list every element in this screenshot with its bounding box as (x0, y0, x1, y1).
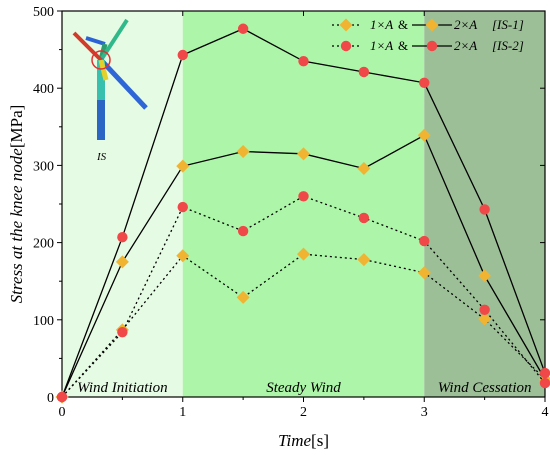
y-axis-title-unit: [MPa] (7, 105, 26, 148)
x-axis-title-unit: [s] (311, 431, 329, 450)
data-point (176, 249, 190, 263)
data-point (115, 255, 129, 269)
data-point (417, 266, 431, 280)
data-point (237, 23, 249, 34)
legend-marker (425, 18, 439, 32)
data-point (117, 231, 128, 243)
data-point (236, 290, 250, 304)
inset-model-image: IS (72, 18, 148, 163)
data-point (177, 49, 188, 61)
y-axis-title: Stress at the knee node[MPa] (7, 105, 26, 304)
axes: 0 1 2 3 4 0 100 200 300 400 500 Time[s] Stress at th… (7, 5, 549, 450)
legend-label-a: 1×A (370, 38, 393, 53)
phase-label: Steady Wind (266, 380, 341, 396)
series-line (61, 195, 546, 398)
x-tick-label: 4 (542, 405, 549, 420)
phase-backgrounds: Wind Initiation Steady Wind Wind Cessation (62, 11, 545, 397)
legend-marker (340, 40, 352, 52)
data-point (358, 212, 370, 224)
x-tick-label: 3 (421, 405, 428, 420)
legend-tag: [IS-1] (492, 17, 524, 32)
data-point (419, 235, 430, 247)
series-group (56, 191, 550, 403)
data-point (236, 145, 250, 159)
data-point (117, 326, 128, 338)
phase-label: Wind Cessation (438, 380, 532, 396)
legend-tag: [IS-2] (492, 38, 524, 53)
phase-label: Wind Initiation (77, 380, 167, 396)
legend-label-b: 2×A (454, 38, 477, 53)
y-tick-label: 500 (33, 5, 54, 20)
x-tick-label: 1 (179, 405, 186, 420)
y-tick-label: 300 (33, 159, 54, 174)
y-tick-label: 400 (33, 82, 54, 97)
x-tick-label: 2 (300, 405, 307, 420)
x-axis-title: Time[s] (278, 431, 329, 450)
data-point (298, 191, 309, 202)
x-tick-label: 0 (59, 405, 66, 420)
legend-amp: & (398, 17, 408, 32)
y-axis-title-main: Stress at the knee node (7, 148, 26, 304)
legend-marker (426, 40, 438, 52)
series-line (61, 253, 546, 398)
inset-label: IS (96, 151, 107, 163)
y-tick-label: 0 (47, 391, 54, 406)
data-point (357, 253, 371, 267)
data-point (478, 269, 492, 283)
series (55, 23, 550, 404)
data-point (357, 161, 371, 175)
data-point (56, 391, 68, 403)
legend-label-a: 1×A (370, 17, 393, 32)
data-point (177, 201, 188, 213)
data-point (237, 225, 249, 237)
legend-amp: & (398, 38, 408, 53)
x-axis-title-main: Time (278, 431, 312, 450)
data-point (419, 77, 430, 88)
data-point (539, 367, 550, 379)
data-point (297, 247, 310, 261)
legend-marker (339, 18, 353, 32)
data-point (479, 204, 490, 215)
phase-region (424, 11, 545, 397)
data-point (478, 312, 492, 326)
y-tick-label: 200 (33, 237, 54, 252)
phase-region (182, 11, 425, 397)
data-point (539, 377, 550, 389)
data-point (176, 159, 190, 173)
data-point (479, 304, 490, 315)
data-point (297, 147, 310, 161)
data-point (417, 128, 431, 142)
y-tick-label: 100 (33, 314, 54, 329)
data-point (358, 66, 370, 78)
phase-region (62, 11, 183, 397)
legend-label-b: 2×A (454, 17, 477, 32)
legend: 1×A & 2×A [IS-1] 1×A & 2×A [IS-2] (332, 17, 524, 53)
series-group (56, 23, 550, 403)
data-point (298, 55, 309, 67)
